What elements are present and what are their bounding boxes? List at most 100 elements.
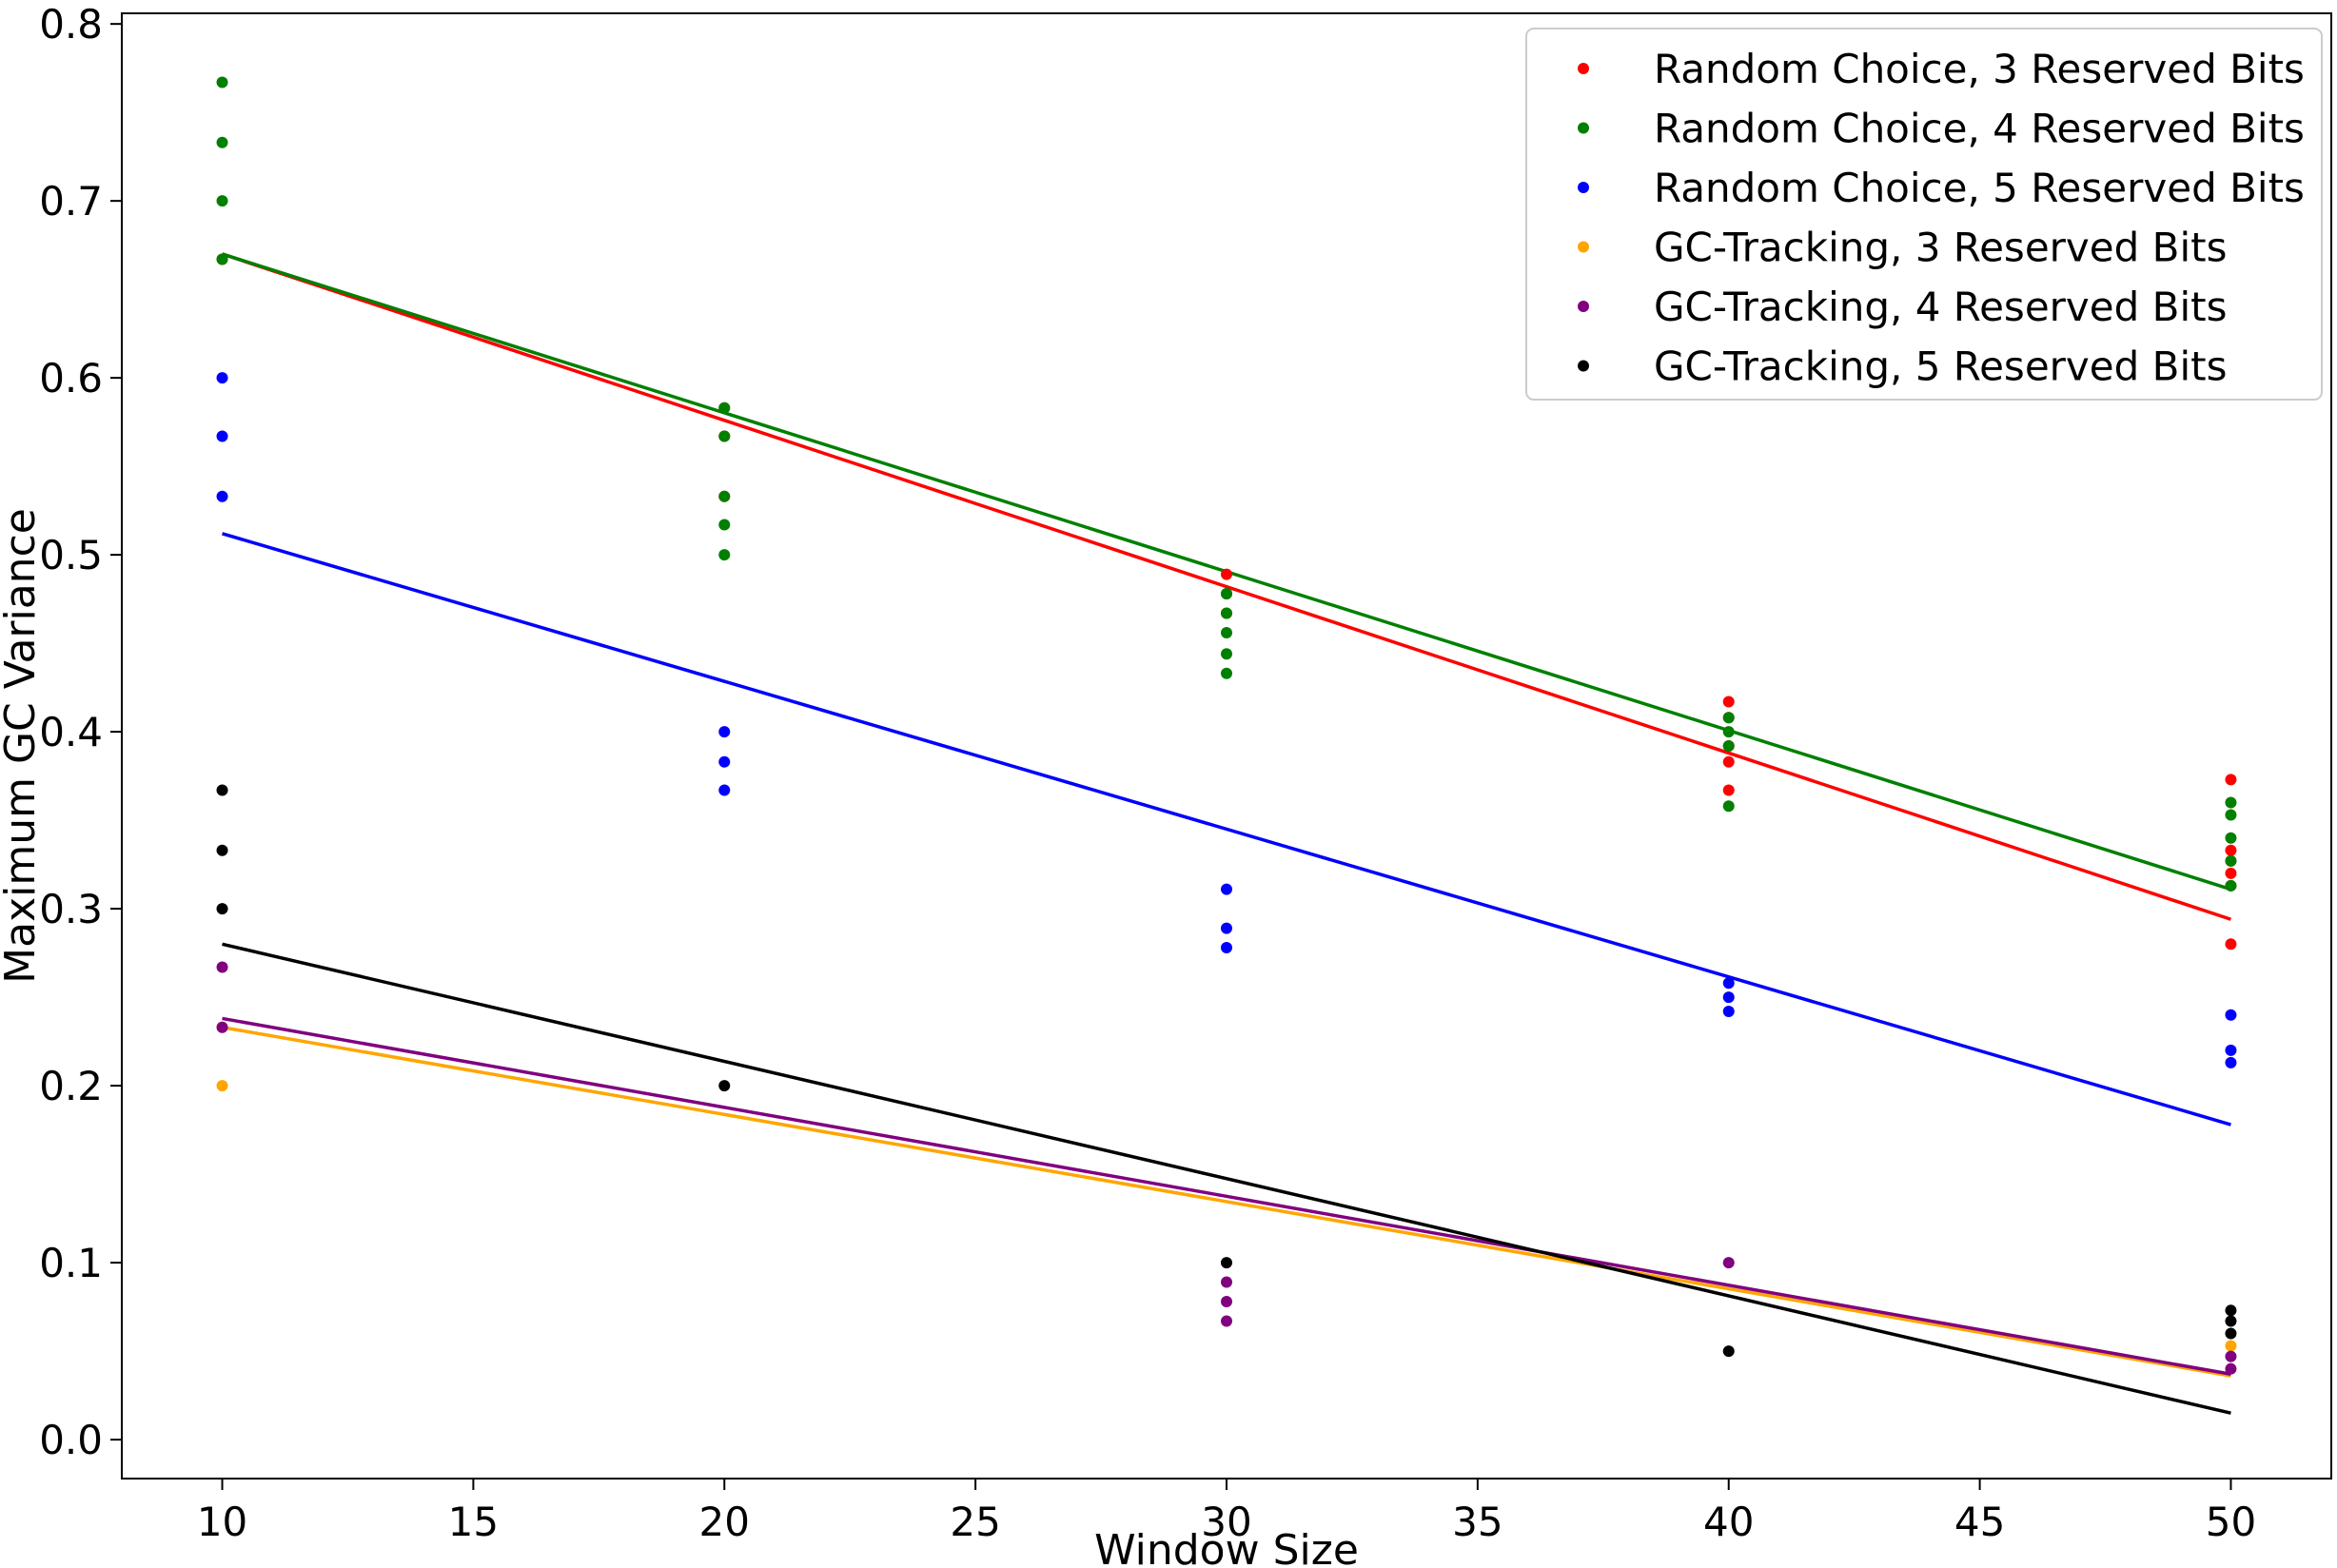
- y-tick-label: 0.4: [39, 709, 103, 755]
- data-point-series-3: [2225, 1056, 2237, 1068]
- data-point-series-2: [2225, 854, 2237, 867]
- data-point-series-3: [1722, 991, 1735, 1004]
- fit-line-series-4: [222, 1026, 2231, 1378]
- legend-entry: GC-Tracking, 5 Reserved Bits: [1654, 343, 2227, 390]
- legend-entry: GC-Tracking, 3 Reserved Bits: [1654, 225, 2227, 271]
- x-axis: 10 15 20 25 30 35 40 45 50: [197, 1479, 2256, 1545]
- data-point-series-1: [2225, 938, 2237, 951]
- y-tick-label: 0.7: [39, 178, 103, 225]
- data-point-series-2: [216, 76, 228, 88]
- data-point-series-5: [1722, 1257, 1735, 1269]
- x-tick-label: 15: [448, 1499, 499, 1545]
- y-tick-label: 0.1: [39, 1240, 103, 1286]
- data-point-series-1: [1722, 784, 1735, 796]
- data-point-series-2: [1221, 648, 1232, 660]
- data-point-series-3: [1221, 922, 1232, 934]
- data-point-series-3: [718, 784, 731, 796]
- legend-marker: [1578, 63, 1589, 74]
- fit-line-series-6: [222, 942, 2231, 1415]
- y-tick-label: 0.3: [39, 886, 103, 932]
- legend-entry: Random Choice, 3 Reserved Bits: [1654, 46, 2305, 92]
- data-point-series-2: [1221, 667, 1232, 679]
- data-point-series-6: [718, 1080, 731, 1092]
- data-point-series-4: [2225, 1340, 2237, 1352]
- data-point-series-1: [2225, 867, 2237, 879]
- data-point-series-4: [216, 1080, 228, 1092]
- data-point-series-2: [2225, 809, 2237, 821]
- y-tick-label: 0.5: [39, 532, 103, 578]
- data-point-series-1: [2225, 844, 2237, 856]
- legend-marker: [1578, 241, 1589, 253]
- data-point-series-2: [216, 253, 228, 265]
- data-point-series-2: [2225, 832, 2237, 844]
- data-point-series-2: [1722, 726, 1735, 738]
- data-point-series-2: [1722, 740, 1735, 752]
- legend-entry: Random Choice, 5 Reserved Bits: [1654, 165, 2305, 211]
- legend-marker: [1578, 182, 1589, 193]
- data-point-series-6: [216, 784, 228, 796]
- data-point-series-5: [2225, 1350, 2237, 1362]
- legend-entry: GC-Tracking, 4 Reserved Bits: [1654, 284, 2227, 330]
- data-point-series-6: [216, 903, 228, 915]
- x-tick-label: 10: [197, 1499, 247, 1545]
- y-tick-label: 0.0: [39, 1417, 103, 1463]
- data-point-series-2: [1722, 800, 1735, 813]
- x-tick-label: 50: [2206, 1499, 2256, 1545]
- data-point-series-3: [2225, 1009, 2237, 1021]
- legend: Random Choice, 3 Reserved Bits Random Cho…: [1525, 28, 2323, 401]
- data-point-series-3: [718, 726, 731, 738]
- data-point-series-3: [1722, 1005, 1735, 1017]
- data-point-series-2: [216, 136, 228, 148]
- data-point-series-1: [1722, 755, 1735, 768]
- data-point-series-2: [718, 430, 731, 442]
- data-point-series-6: [2225, 1327, 2237, 1340]
- data-point-series-2: [1221, 626, 1232, 638]
- data-point-series-3: [2225, 1044, 2237, 1056]
- data-point-series-3: [718, 755, 731, 768]
- data-point-series-1: [1221, 568, 1232, 580]
- legend-marker: [1578, 301, 1589, 312]
- data-point-series-5: [216, 961, 228, 973]
- legend-box: [1525, 28, 2323, 401]
- data-point-series-2: [718, 402, 731, 414]
- data-point-series-1: [1722, 696, 1735, 708]
- y-axis-label: Maximum GC Variance: [0, 508, 45, 984]
- x-tick-label: 25: [950, 1499, 1000, 1545]
- data-point-series-3: [216, 372, 228, 384]
- data-point-series-5: [216, 1021, 228, 1033]
- legend-marker: [1578, 122, 1589, 134]
- data-point-series-2: [1722, 712, 1735, 724]
- data-point-series-3: [216, 490, 228, 502]
- data-point-series-2: [1221, 607, 1232, 619]
- plot-area: [216, 76, 2237, 1415]
- data-point-series-2: [2225, 796, 2237, 809]
- data-point-series-6: [216, 844, 228, 856]
- x-tick-label: 20: [699, 1499, 750, 1545]
- y-tick-label: 0.8: [39, 1, 103, 48]
- fit-line-series-3: [222, 532, 2231, 1127]
- y-tick-label: 0.2: [39, 1063, 103, 1109]
- y-tick-label: 0.6: [39, 355, 103, 402]
- data-point-series-6: [1722, 1345, 1735, 1358]
- x-tick-label: 30: [1201, 1499, 1251, 1545]
- y-axis: 0.0 0.1 0.2 0.3 0.4 0.5 0.6 0.7 0.8: [39, 1, 122, 1463]
- legend-entry: Random Choice, 4 Reserved Bits: [1654, 106, 2305, 152]
- x-axis-label: Window Size: [1094, 1526, 1359, 1568]
- data-point-series-6: [2225, 1315, 2237, 1327]
- data-point-series-3: [1722, 977, 1735, 990]
- data-point-series-2: [718, 549, 731, 561]
- data-point-series-5: [1221, 1315, 1232, 1327]
- fit-line-series-5: [222, 1016, 2231, 1376]
- x-tick-label: 45: [1954, 1499, 2005, 1545]
- data-point-series-2: [718, 519, 731, 531]
- data-point-series-1: [2225, 774, 2237, 786]
- x-tick-label: 40: [1703, 1499, 1754, 1545]
- data-point-series-2: [2225, 879, 2237, 892]
- data-point-series-2: [216, 195, 228, 207]
- data-point-series-3: [216, 430, 228, 442]
- fit-line-series-1: [221, 252, 2232, 921]
- data-point-series-5: [1221, 1296, 1232, 1308]
- data-point-series-6: [1221, 1257, 1232, 1269]
- data-point-series-2: [1221, 588, 1232, 600]
